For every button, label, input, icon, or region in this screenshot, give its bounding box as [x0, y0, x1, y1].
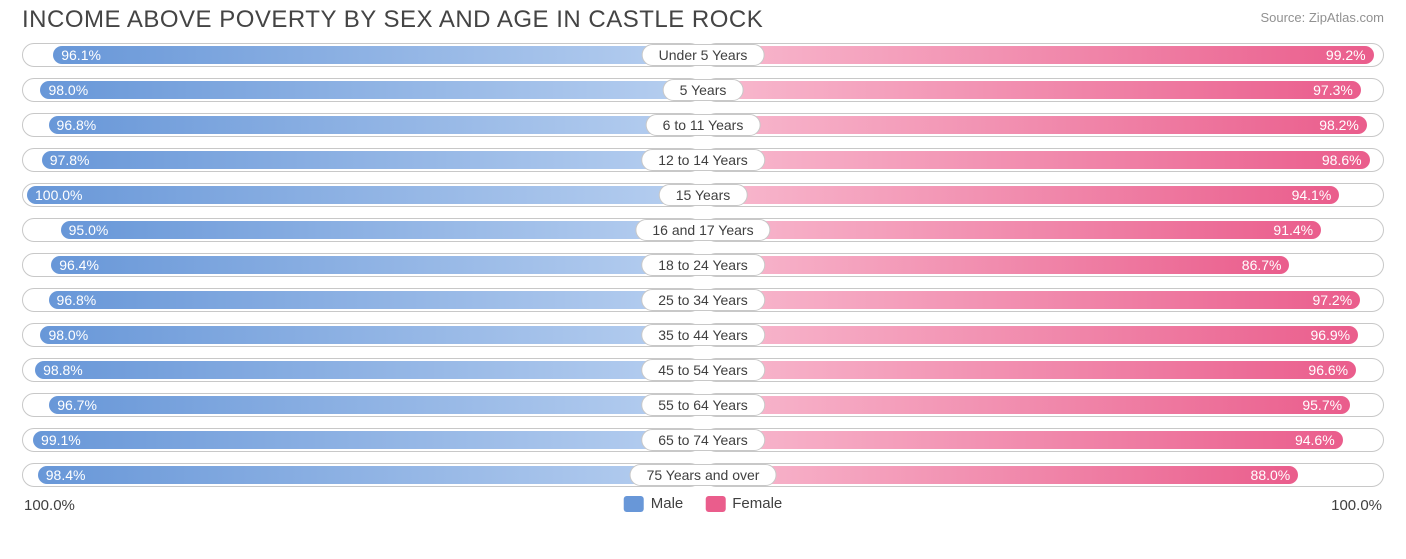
bar-female	[706, 396, 1350, 414]
value-female: 91.4%	[1273, 222, 1323, 238]
value-male: 97.8%	[40, 152, 90, 168]
axis-label-left: 100.0%	[24, 497, 75, 514]
chart-row: 95.0% 91.4% 16 and 17 Years	[22, 215, 1384, 245]
bar-male	[38, 466, 700, 484]
axis-label-right: 100.0%	[1331, 497, 1382, 514]
category-label: 65 to 74 Years	[641, 429, 765, 451]
value-female: 86.7%	[1242, 257, 1292, 273]
category-label: 12 to 14 Years	[641, 149, 765, 171]
legend: Male Female	[624, 495, 783, 512]
bar-male	[35, 361, 700, 379]
category-label: 35 to 44 Years	[641, 324, 765, 346]
chart-row: 96.8% 97.2% 25 to 34 Years	[22, 285, 1384, 315]
value-male: 96.4%	[49, 257, 99, 273]
value-female: 98.2%	[1319, 117, 1369, 133]
category-label: 15 Years	[659, 184, 748, 206]
bar-male	[40, 81, 700, 99]
chart-row: 96.4% 86.7% 18 to 24 Years	[22, 250, 1384, 280]
bar-male	[27, 186, 700, 204]
value-female: 94.1%	[1292, 187, 1342, 203]
bar-male	[33, 431, 700, 449]
bar-male	[42, 151, 700, 169]
category-label: Under 5 Years	[642, 44, 765, 66]
legend-label-female: Female	[732, 495, 782, 512]
bar-female	[706, 361, 1356, 379]
chart-row: 98.4% 88.0% 75 Years and over	[22, 460, 1384, 490]
category-label: 6 to 11 Years	[646, 114, 761, 136]
value-female: 97.3%	[1313, 82, 1363, 98]
chart-row: 96.7% 95.7% 55 to 64 Years	[22, 390, 1384, 420]
chart-row: 98.8% 96.6% 45 to 54 Years	[22, 355, 1384, 385]
bar-female	[706, 466, 1298, 484]
legend-swatch-female	[705, 496, 725, 512]
value-male: 95.0%	[59, 222, 109, 238]
chart-row: 100.0% 94.1% 15 Years	[22, 180, 1384, 210]
category-label: 75 Years and over	[630, 464, 777, 486]
chart-title: INCOME ABOVE POVERTY BY SEX AND AGE IN C…	[22, 6, 763, 34]
chart-row: 99.1% 94.6% 65 to 74 Years	[22, 425, 1384, 455]
value-female: 96.6%	[1308, 362, 1358, 378]
value-male: 99.1%	[31, 432, 81, 448]
value-female: 96.9%	[1310, 327, 1360, 343]
value-male: 98.0%	[38, 327, 88, 343]
bar-male	[53, 46, 700, 64]
bar-female	[706, 116, 1367, 134]
bar-male	[40, 326, 700, 344]
bar-male	[49, 291, 700, 309]
chart-row: 96.1% 99.2% Under 5 Years	[22, 40, 1384, 70]
value-male: 96.8%	[47, 117, 97, 133]
bar-female	[706, 256, 1289, 274]
chart-area: 96.1% 99.2% Under 5 Years 98.0% 97.3% 5 Years…	[22, 40, 1384, 490]
chart-row: 96.8% 98.2% 6 to 11 Years	[22, 110, 1384, 140]
value-male: 98.0%	[38, 82, 88, 98]
value-female: 88.0%	[1251, 467, 1301, 483]
legend-item-female: Female	[705, 495, 782, 512]
bar-female	[706, 431, 1343, 449]
bar-female	[706, 221, 1321, 239]
category-label: 16 and 17 Years	[635, 219, 770, 241]
bar-male	[61, 221, 700, 239]
bar-female	[706, 151, 1370, 169]
value-female: 98.6%	[1322, 152, 1372, 168]
chart-source: Source: ZipAtlas.com	[1260, 6, 1384, 25]
category-label: 25 to 34 Years	[641, 289, 765, 311]
value-female: 95.7%	[1302, 397, 1352, 413]
bar-female	[706, 291, 1360, 309]
bar-female	[706, 186, 1339, 204]
value-male: 98.8%	[33, 362, 83, 378]
chart-footer: 100.0% 100.0% Male Female	[22, 495, 1384, 535]
value-male: 98.4%	[36, 467, 86, 483]
legend-swatch-male	[624, 496, 644, 512]
bar-female	[706, 46, 1374, 64]
legend-label-male: Male	[651, 495, 684, 512]
value-male: 96.1%	[51, 47, 101, 63]
chart-header: INCOME ABOVE POVERTY BY SEX AND AGE IN C…	[0, 0, 1406, 34]
bar-male	[49, 116, 700, 134]
category-label: 55 to 64 Years	[641, 394, 765, 416]
chart-row: 97.8% 98.6% 12 to 14 Years	[22, 145, 1384, 175]
value-female: 94.6%	[1295, 432, 1345, 448]
legend-item-male: Male	[624, 495, 684, 512]
category-label: 18 to 24 Years	[641, 254, 765, 276]
value-male: 96.7%	[47, 397, 97, 413]
value-male: 100.0%	[25, 187, 82, 203]
category-label: 5 Years	[663, 79, 744, 101]
bar-female	[706, 81, 1361, 99]
value-male: 96.8%	[47, 292, 97, 308]
chart-row: 98.0% 96.9% 35 to 44 Years	[22, 320, 1384, 350]
category-label: 45 to 54 Years	[641, 359, 765, 381]
value-female: 99.2%	[1326, 47, 1376, 63]
bar-female	[706, 326, 1358, 344]
bar-male	[49, 396, 700, 414]
chart-row: 98.0% 97.3% 5 Years	[22, 75, 1384, 105]
value-female: 97.2%	[1312, 292, 1362, 308]
bar-male	[51, 256, 700, 274]
